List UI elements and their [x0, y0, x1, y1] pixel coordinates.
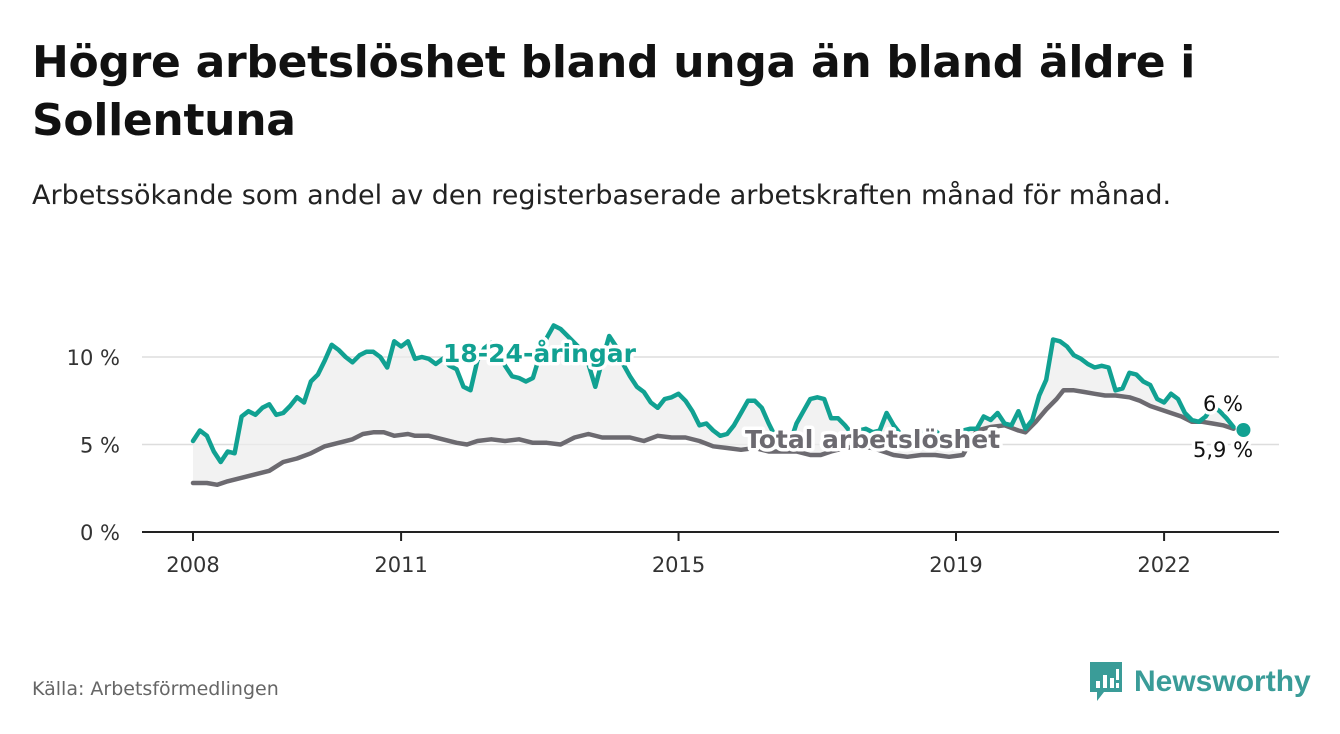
band-layer: [193, 325, 1234, 485]
y-tick-label: 5 %: [80, 434, 120, 458]
x-tick-label: 2008: [166, 553, 219, 577]
shaded-gap-area: [193, 325, 1234, 485]
end-label-youth: 6 %: [1203, 392, 1243, 416]
newsworthy-chart-icon: [1090, 662, 1122, 701]
series-end-marker: [1236, 423, 1251, 437]
brand-logo[interactable]: Newsworthy: [1088, 660, 1311, 704]
page-title: Högre arbetslöshet bland unga än bland ä…: [32, 37, 1196, 146]
series-label-total: Total arbetslöshet: [745, 425, 1000, 454]
y-tick-label: 0 %: [80, 521, 120, 545]
page-subtitle: Arbetssökande som andel av den registerb…: [32, 180, 1172, 211]
series-label-youth: 18-24-åringar: [443, 339, 637, 368]
label-layer: 18-24-åringar Total arbetslöshet 6 % 5,9 %: [440, 336, 1257, 466]
source-note: Källa: Arbetsförmedlingen: [32, 678, 279, 700]
y-tick-label: 10 %: [67, 346, 120, 370]
axis-layer: 0 % 5 % 10 % 2008 2011 2015 2019 2022: [67, 346, 1279, 577]
x-tick-label: 2022: [1137, 553, 1190, 577]
x-tick-label: 2019: [929, 553, 982, 577]
end-label-total: 5,9 %: [1193, 438, 1253, 462]
series-line-youth: [190, 323, 1236, 465]
series-line-total: [190, 388, 1236, 488]
line-layer: [190, 323, 1251, 488]
brand-name: Newsworthy: [1134, 665, 1311, 698]
x-tick-label: 2015: [652, 553, 705, 577]
x-tick-label: 2011: [374, 553, 427, 577]
